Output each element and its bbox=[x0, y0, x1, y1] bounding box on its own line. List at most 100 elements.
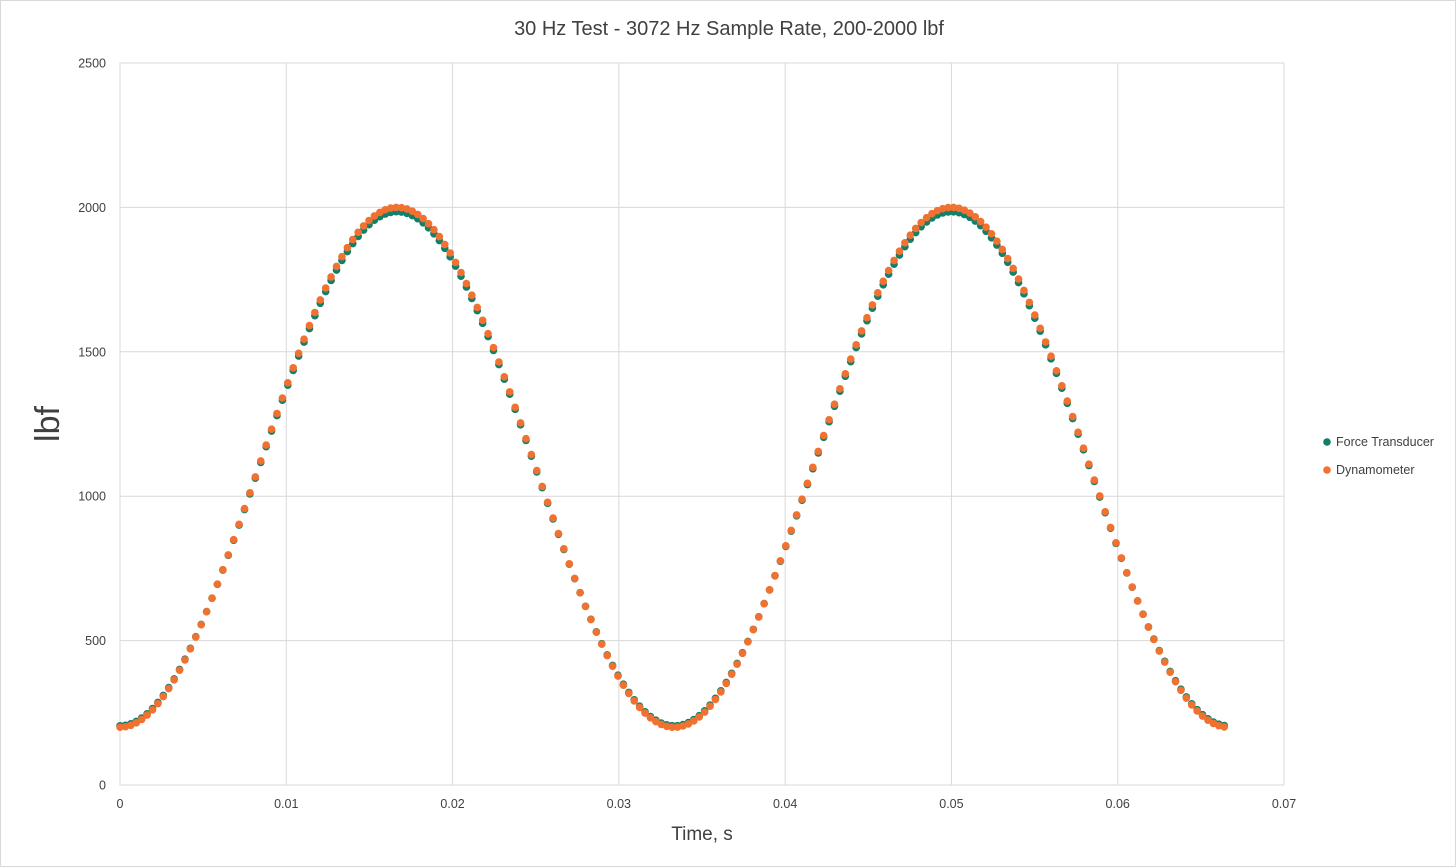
data-point bbox=[993, 237, 1001, 245]
data-point bbox=[240, 504, 249, 513]
data-point bbox=[781, 542, 790, 550]
data-point bbox=[1150, 635, 1158, 644]
x-tick-label: 0.05 bbox=[939, 797, 963, 811]
data-point bbox=[186, 645, 195, 653]
data-point bbox=[641, 709, 649, 717]
data-point bbox=[213, 580, 222, 588]
data-point bbox=[630, 697, 639, 705]
data-point bbox=[489, 343, 498, 352]
data-point bbox=[170, 676, 178, 684]
x-tick-label: 0.01 bbox=[274, 797, 298, 811]
data-point bbox=[738, 649, 747, 658]
data-point bbox=[202, 607, 211, 616]
data-point bbox=[825, 415, 833, 424]
data-point bbox=[1025, 298, 1034, 307]
data-point bbox=[132, 719, 141, 727]
data-point bbox=[576, 588, 584, 597]
plot-area bbox=[119, 62, 1285, 786]
data-point bbox=[619, 681, 628, 689]
data-point bbox=[370, 212, 379, 220]
data-point bbox=[522, 434, 530, 443]
y-tick-label: 2500 bbox=[78, 57, 106, 71]
data-point bbox=[1166, 668, 1174, 677]
data-point bbox=[1220, 723, 1229, 731]
x-tick-label: 0.06 bbox=[1106, 797, 1130, 811]
data-point bbox=[446, 249, 454, 257]
data-point bbox=[744, 638, 752, 646]
data-point bbox=[365, 216, 373, 225]
data-point bbox=[879, 277, 888, 286]
data-point bbox=[338, 252, 346, 261]
data-point bbox=[1182, 694, 1191, 702]
data-point bbox=[1047, 352, 1055, 360]
data-point bbox=[462, 279, 471, 288]
data-point bbox=[1085, 460, 1093, 468]
data-point bbox=[538, 482, 547, 491]
x-tick-label: 0 bbox=[117, 797, 124, 811]
data-point bbox=[1052, 367, 1061, 375]
data-point bbox=[473, 303, 482, 312]
data-point bbox=[1117, 554, 1126, 562]
data-point bbox=[511, 403, 519, 412]
data-point bbox=[208, 594, 216, 602]
data-point bbox=[311, 308, 319, 317]
data-point bbox=[852, 340, 860, 349]
x-axis-label: Time, s bbox=[671, 824, 733, 845]
data-point bbox=[300, 335, 308, 344]
data-point bbox=[749, 625, 758, 634]
data-point bbox=[733, 660, 741, 668]
horizontal-gridlines bbox=[120, 62, 1284, 786]
data-point bbox=[717, 688, 725, 696]
data-point bbox=[976, 217, 985, 226]
data-point bbox=[262, 441, 270, 449]
data-point bbox=[625, 689, 633, 698]
data-point bbox=[1003, 254, 1012, 263]
data-point bbox=[857, 327, 866, 335]
data-point bbox=[430, 225, 438, 234]
data-point bbox=[971, 213, 980, 221]
data-point bbox=[966, 209, 974, 217]
data-point bbox=[711, 695, 720, 704]
x-tick-label: 0.03 bbox=[607, 797, 631, 811]
data-point bbox=[516, 419, 525, 427]
data-point bbox=[500, 372, 509, 381]
data-point bbox=[235, 520, 243, 529]
data-point bbox=[1171, 677, 1180, 686]
data-point bbox=[148, 706, 157, 714]
data-point bbox=[1058, 381, 1066, 390]
data-point bbox=[294, 349, 303, 358]
data-point bbox=[1014, 275, 1023, 283]
legend-marker-force-transducer bbox=[1323, 438, 1331, 446]
data-point bbox=[1139, 610, 1147, 619]
data-point bbox=[635, 703, 644, 712]
data-point bbox=[874, 288, 882, 297]
chart-title: 30 Hz Test - 3072 Hz Sample Rate, 200-20… bbox=[514, 18, 944, 40]
data-point bbox=[343, 243, 352, 252]
data-point bbox=[316, 296, 325, 304]
data-point bbox=[197, 620, 205, 629]
data-point bbox=[224, 551, 233, 559]
data-point bbox=[1128, 583, 1137, 591]
data-point bbox=[181, 656, 189, 664]
data-point bbox=[614, 672, 622, 680]
data-point bbox=[906, 231, 915, 239]
data-point bbox=[1095, 492, 1104, 500]
data-point bbox=[191, 633, 200, 641]
data-point bbox=[901, 238, 909, 247]
data-point bbox=[267, 425, 276, 433]
data-point bbox=[592, 628, 601, 637]
data-point bbox=[695, 713, 703, 721]
data-point bbox=[597, 640, 606, 649]
data-point bbox=[1133, 597, 1142, 605]
legend-label-force-transducer: Force Transducer bbox=[1336, 435, 1434, 449]
data-point bbox=[722, 679, 731, 688]
data-point bbox=[754, 613, 763, 621]
data-point bbox=[771, 571, 779, 580]
data-point bbox=[273, 409, 281, 418]
legend-marker-dynamometer bbox=[1323, 466, 1331, 474]
series-dynamometer bbox=[116, 203, 1229, 732]
data-point bbox=[137, 715, 146, 724]
data-point bbox=[1198, 712, 1207, 720]
